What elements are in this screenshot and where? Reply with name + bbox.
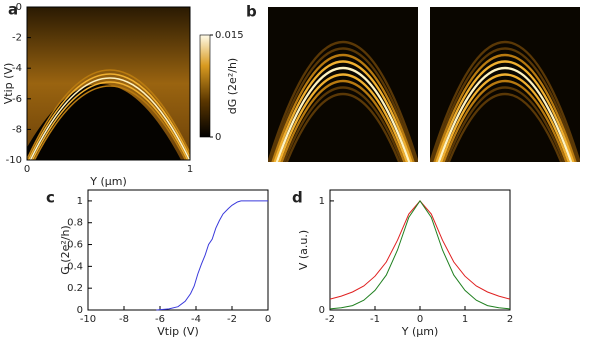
y-tick-label: 0 bbox=[77, 305, 83, 316]
stripe bbox=[442, 80, 568, 162]
series-line bbox=[156, 200, 268, 311]
series-line bbox=[329, 200, 511, 300]
colorbar-tick-label: 0.015 bbox=[215, 30, 244, 41]
x-tick-label: 0 bbox=[417, 314, 423, 325]
panel-label: d bbox=[292, 189, 303, 207]
colorbar-tick-label: 0 bbox=[215, 132, 221, 143]
stripe bbox=[440, 73, 570, 162]
x-tick-label: -4 bbox=[191, 314, 201, 325]
y-axis-label: G (2e²/h) bbox=[59, 225, 72, 274]
stripe bbox=[285, 93, 401, 162]
x-tick-label: -2 bbox=[227, 314, 237, 325]
stripe bbox=[271, 54, 415, 162]
stripe bbox=[445, 86, 565, 162]
x-tick-label: 0 bbox=[24, 164, 30, 175]
y-tick-label: -10 bbox=[6, 155, 22, 166]
stripe bbox=[435, 60, 575, 162]
stripe bbox=[27, 69, 190, 160]
stripe bbox=[431, 47, 579, 162]
stripe bbox=[269, 47, 417, 162]
y-tick-label: 0.2 bbox=[67, 283, 83, 294]
series-line bbox=[329, 200, 511, 310]
stripe bbox=[447, 93, 563, 162]
x-axis-label: Y (µm) bbox=[89, 175, 127, 188]
panel-label: a bbox=[8, 1, 18, 19]
frame bbox=[87, 189, 269, 311]
colorbar bbox=[199, 34, 211, 138]
stripe bbox=[437, 67, 573, 162]
y-tick-label: 0 bbox=[16, 2, 22, 13]
stripe bbox=[29, 77, 190, 160]
stripe bbox=[33, 85, 187, 160]
x-tick-label: -10 bbox=[80, 314, 96, 325]
y-tick-label: 0 bbox=[319, 305, 325, 316]
heatmap bbox=[27, 7, 190, 160]
x-axis-label: Y (µm) bbox=[401, 325, 439, 338]
image bbox=[268, 7, 418, 162]
image bbox=[430, 7, 580, 162]
x-tick-label: -2 bbox=[325, 314, 335, 325]
y-tick-label: 1 bbox=[77, 196, 83, 207]
stripe bbox=[275, 67, 411, 162]
stripe bbox=[278, 73, 408, 162]
stripe bbox=[433, 54, 577, 162]
x-tick-label: 0 bbox=[265, 314, 271, 325]
stripe bbox=[280, 80, 406, 162]
y-axis-label: V (a.u.) bbox=[297, 230, 310, 270]
panel-label: b bbox=[246, 3, 257, 21]
stripe bbox=[27, 73, 190, 160]
panel-label: c bbox=[46, 189, 55, 207]
x-axis-label: Vtip (V) bbox=[157, 325, 198, 338]
y-tick-label: -8 bbox=[12, 124, 22, 135]
stripe bbox=[31, 81, 189, 160]
x-tick-label: -6 bbox=[155, 314, 165, 325]
x-tick-label: -8 bbox=[119, 314, 129, 325]
y-tick-label: -6 bbox=[12, 94, 22, 105]
colorbar-label: dG (2e²/h) bbox=[226, 58, 239, 114]
stripe bbox=[430, 41, 580, 162]
y-tick-label: 0.8 bbox=[67, 218, 83, 229]
stripe bbox=[268, 41, 418, 162]
frame bbox=[329, 189, 511, 311]
stripe bbox=[273, 60, 413, 162]
y-tick-label: 0.6 bbox=[67, 240, 83, 251]
y-tick-label: 0.4 bbox=[67, 261, 83, 272]
x-tick-label: 1 bbox=[187, 164, 193, 175]
y-tick-label: -2 bbox=[12, 33, 22, 44]
x-tick-label: 2 bbox=[507, 314, 513, 325]
x-tick-label: -1 bbox=[370, 314, 380, 325]
y-axis-label: Vtip (V) bbox=[2, 63, 15, 104]
frame bbox=[26, 6, 191, 161]
x-tick-label: 1 bbox=[462, 314, 468, 325]
stripe bbox=[283, 86, 403, 162]
y-tick-label: 1 bbox=[319, 196, 325, 207]
y-tick-label: -4 bbox=[12, 63, 22, 74]
